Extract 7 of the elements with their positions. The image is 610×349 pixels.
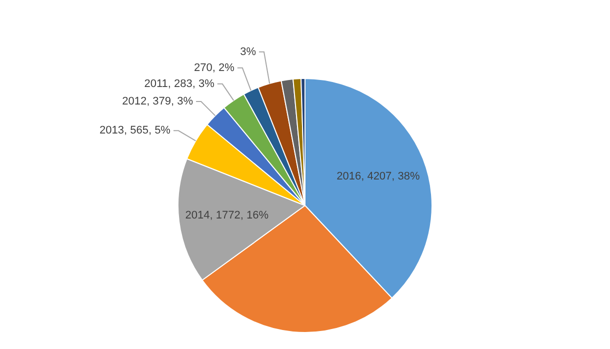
slice-label: 2011, 283, 3% <box>144 78 215 90</box>
slice-label: 2014, 1772, 16% <box>185 209 269 222</box>
data-label: 270, 2% <box>194 62 235 74</box>
slice-label: 2013, 565, 5% <box>100 124 171 137</box>
slice-label: 2012, 379, 3% <box>122 96 194 108</box>
data-label: 3% <box>240 46 256 58</box>
slice-label: 2016, 4207, 38% <box>336 170 420 183</box>
